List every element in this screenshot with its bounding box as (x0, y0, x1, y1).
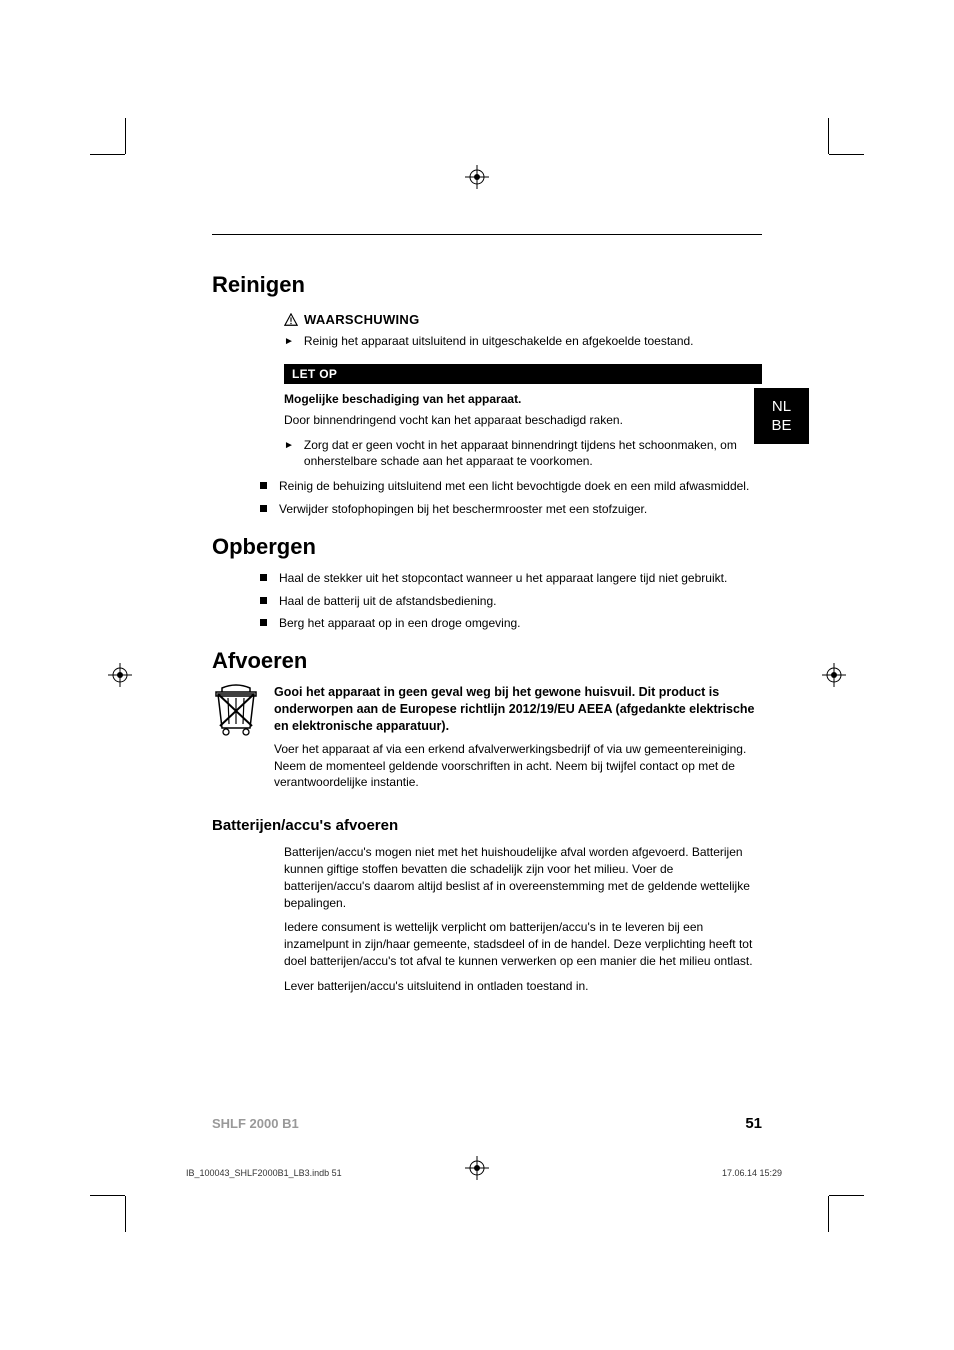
crop-mark (90, 154, 125, 155)
arrow-icon: ► (284, 335, 294, 350)
warning-header: WAARSCHUWING (284, 312, 762, 327)
language-code: BE (771, 416, 791, 436)
crop-mark (829, 154, 864, 155)
instruction-text: Zorg dat er geen vocht in het apparaat b… (304, 437, 762, 471)
model-number: SHLF 2000 B1 (212, 1116, 299, 1131)
language-tab: NL BE (754, 388, 809, 444)
weee-bin-icon (212, 684, 260, 738)
square-bullet-icon (260, 574, 267, 581)
bullet-text: Haal de batterij uit de afstandsbedienin… (279, 593, 762, 610)
warning-label: WAARSCHUWING (304, 312, 420, 327)
registration-mark-icon (465, 165, 489, 189)
notice-bar: LET OP (284, 364, 762, 384)
page-number: 51 (745, 1115, 762, 1132)
disposal-body-text: Voer het apparaat af via een erkend afva… (274, 741, 762, 791)
crop-mark (828, 118, 829, 154)
square-bullet-icon (260, 505, 267, 512)
bullet-item: Haal de stekker uit het stopcontact wann… (260, 570, 762, 587)
header-rule (212, 234, 762, 235)
subsection-heading: Batterijen/accu's afvoeren (212, 817, 762, 834)
notice-title: Mogelijke beschadiging van het apparaat. (284, 392, 762, 406)
instruction-text: Reinig het apparaat uitsluitend in uitge… (304, 333, 762, 350)
square-bullet-icon (260, 619, 267, 626)
crop-mark (125, 118, 126, 154)
bullet-item: Reinig de behuizing uitsluitend met een … (260, 478, 762, 495)
square-bullet-icon (260, 482, 267, 489)
paragraph: Lever batterijen/accu's uitsluitend in o… (284, 978, 762, 995)
disposal-block: Gooi het apparaat in geen geval weg bij … (212, 684, 762, 799)
instruction-item: ► Reinig het apparaat uitsluitend in uit… (284, 333, 762, 350)
disposal-bold-text: Gooi het apparaat in geen geval weg bij … (274, 684, 762, 735)
print-timestamp: 17.06.14 15:29 (722, 1168, 782, 1178)
print-metadata: IB_100043_SHLF2000B1_LB3.indb 51 17.06.1… (186, 1168, 782, 1178)
bullet-text: Berg het apparaat op in een droge omgevi… (279, 615, 762, 632)
bullet-text: Haal de stekker uit het stopcontact wann… (279, 570, 762, 587)
section-heading: Reinigen (212, 272, 762, 298)
page-footer: SHLF 2000 B1 51 (212, 1115, 762, 1132)
language-code: NL (772, 397, 791, 417)
instruction-item: ► Zorg dat er geen vocht in het apparaat… (284, 437, 762, 471)
crop-mark (90, 1195, 125, 1196)
registration-mark-icon (822, 663, 846, 687)
print-file: IB_100043_SHLF2000B1_LB3.indb 51 (186, 1168, 342, 1178)
page-content: Reinigen WAARSCHUWING ► Reinig het appar… (212, 268, 762, 1003)
paragraph: Batterijen/accu's mogen niet met het hui… (284, 844, 762, 911)
crop-mark (828, 1196, 829, 1232)
bullet-item: Haal de batterij uit de afstandsbedienin… (260, 593, 762, 610)
crop-mark (829, 1195, 864, 1196)
bullet-item: Berg het apparaat op in een droge omgevi… (260, 615, 762, 632)
bullet-item: Verwijder stofophopingen bij het bescher… (260, 501, 762, 518)
notice-body: Door binnendringend vocht kan het appara… (284, 412, 762, 429)
bullet-text: Verwijder stofophopingen bij het bescher… (279, 501, 762, 518)
bullet-text: Reinig de behuizing uitsluitend met een … (279, 478, 762, 495)
crop-mark (125, 1196, 126, 1232)
registration-mark-icon (108, 663, 132, 687)
section-heading: Opbergen (212, 534, 762, 560)
paragraph: Iedere consument is wettelijk verplicht … (284, 919, 762, 969)
square-bullet-icon (260, 597, 267, 604)
warning-triangle-icon (284, 313, 298, 327)
arrow-icon: ► (284, 439, 294, 471)
section-heading: Afvoeren (212, 648, 762, 674)
